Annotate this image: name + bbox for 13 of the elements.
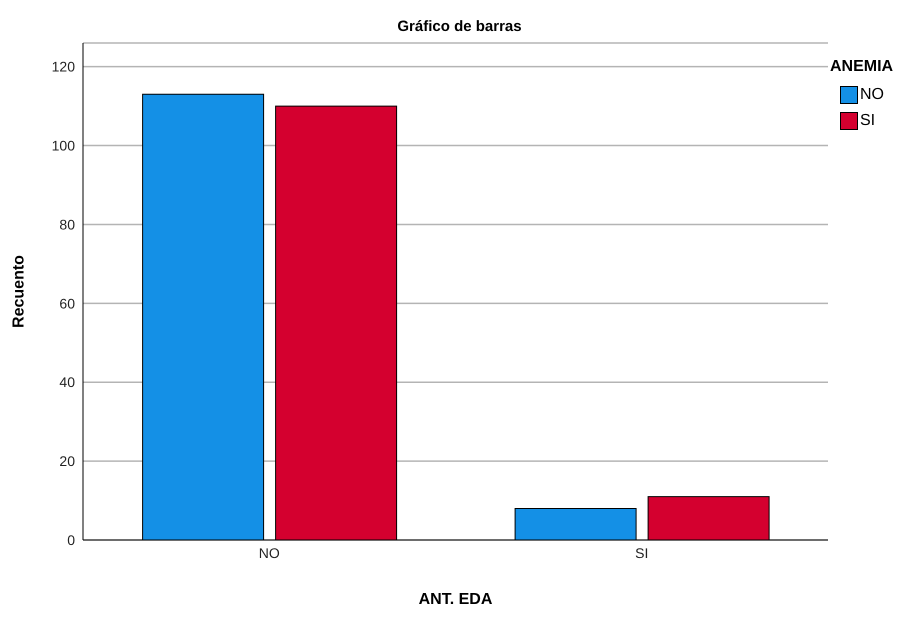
legend-label: SI: [860, 112, 876, 130]
legend-label: NO: [860, 86, 884, 104]
y-tick-label: 80: [59, 216, 76, 232]
chart-title: Gráfico de barras: [396, 18, 523, 35]
y-tick-label: 120: [52, 58, 76, 75]
x-axis-title: ANT. EDA: [418, 591, 493, 608]
legend-title: ANEMIA: [830, 58, 894, 76]
y-tick-label: 0: [67, 532, 76, 548]
y-tick-label: 40: [59, 374, 76, 390]
y-tick-label: 100: [52, 138, 76, 154]
y-tick-label: 60: [59, 295, 76, 312]
y-axis-title: Recuento: [10, 254, 28, 328]
y-tick-label: 20: [59, 453, 76, 470]
